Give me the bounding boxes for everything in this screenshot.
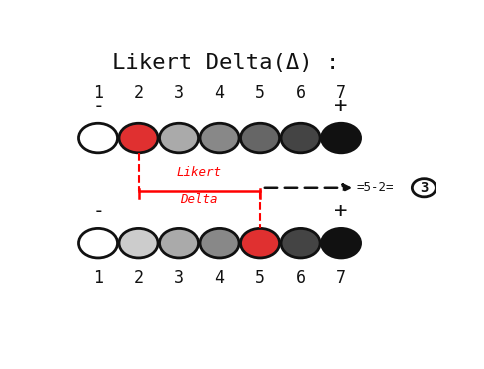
Circle shape: [321, 228, 361, 258]
Circle shape: [78, 123, 118, 153]
Text: 1: 1: [93, 269, 103, 287]
Circle shape: [281, 123, 320, 153]
Text: -: -: [92, 97, 104, 116]
Circle shape: [281, 228, 320, 258]
Text: +: +: [334, 96, 348, 116]
Text: Delta: Delta: [181, 193, 218, 206]
Text: 5: 5: [255, 84, 265, 102]
Circle shape: [241, 228, 280, 258]
Text: =5-2=: =5-2=: [357, 181, 394, 194]
Text: 7: 7: [336, 269, 346, 287]
Text: 3: 3: [174, 84, 184, 102]
Text: 2: 2: [134, 84, 144, 102]
Text: Likert: Likert: [177, 166, 222, 179]
Circle shape: [119, 228, 158, 258]
Text: +: +: [334, 201, 348, 221]
Circle shape: [200, 228, 239, 258]
Text: 3: 3: [420, 181, 428, 195]
Circle shape: [160, 123, 198, 153]
Text: 4: 4: [214, 269, 225, 287]
Circle shape: [119, 123, 158, 153]
Text: -: -: [92, 202, 104, 221]
Text: 3: 3: [174, 269, 184, 287]
Circle shape: [200, 123, 239, 153]
Circle shape: [241, 123, 280, 153]
Text: 2: 2: [134, 269, 144, 287]
Text: 7: 7: [336, 84, 346, 102]
Circle shape: [78, 228, 118, 258]
Text: 6: 6: [296, 269, 305, 287]
Text: 4: 4: [214, 84, 225, 102]
Text: 1: 1: [93, 84, 103, 102]
Text: 6: 6: [296, 84, 305, 102]
Circle shape: [160, 228, 198, 258]
Text: 5: 5: [255, 269, 265, 287]
Text: Likert Delta(Δ) :: Likert Delta(Δ) :: [112, 53, 339, 73]
Circle shape: [321, 123, 361, 153]
